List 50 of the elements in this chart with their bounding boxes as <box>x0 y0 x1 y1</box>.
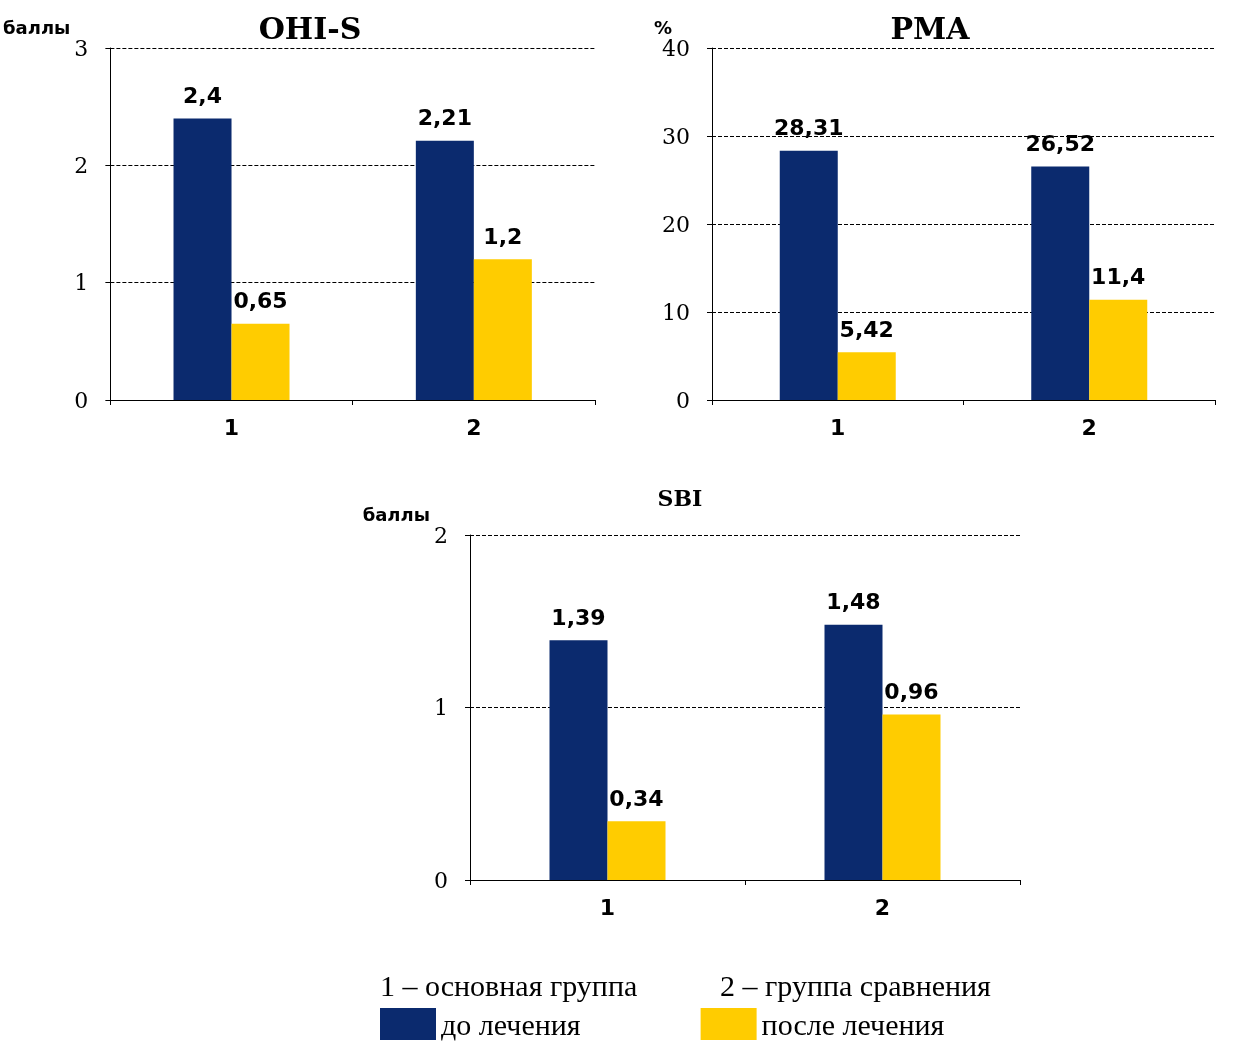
data-label: 1,48 <box>826 589 881 615</box>
data-label: 11,4 <box>1091 264 1146 290</box>
x-tick-label: 2 <box>1081 414 1097 440</box>
y-tick-label: 0 <box>434 867 448 893</box>
data-label: 0,34 <box>609 785 664 811</box>
bar <box>173 118 232 400</box>
data-label: 1,2 <box>483 223 523 249</box>
y-tick-label: 0 <box>676 387 690 413</box>
x-tick-label: 1 <box>830 414 846 440</box>
data-label: 28,31 <box>773 115 844 141</box>
data-label: 0,65 <box>233 288 288 314</box>
y-axis-title: баллы <box>362 503 430 525</box>
y-tick-label: 1 <box>434 695 448 720</box>
x-tick-label: 2 <box>466 414 482 440</box>
bar <box>231 323 290 400</box>
data-label: 2,21 <box>417 105 472 131</box>
y-tick-label: 10 <box>662 299 690 325</box>
bar <box>882 714 941 880</box>
x-tick-label: 1 <box>223 414 240 440</box>
legend-label: до лечения <box>441 1007 581 1041</box>
bar <box>1031 166 1090 400</box>
y-tick-label: 3 <box>74 35 89 61</box>
text: 2 – группа сравнения <box>720 968 992 1002</box>
legend-label: после лечения <box>761 1007 945 1041</box>
bar <box>607 821 666 880</box>
y-tick-label: 30 <box>662 123 690 149</box>
data-label: 0,96 <box>884 678 939 704</box>
bar <box>1089 299 1148 400</box>
data-label: 1,39 <box>551 604 606 630</box>
text: 1 – основная группа <box>380 968 638 1002</box>
data-label: 2,4 <box>183 82 223 108</box>
bar <box>837 352 896 400</box>
y-tick-label: 2 <box>434 522 448 548</box>
bar <box>415 140 474 400</box>
y-axis-title: % <box>653 16 672 38</box>
y-tick-label: 0 <box>74 387 89 413</box>
y-tick-label: 1 <box>74 270 89 296</box>
data-label: 26,52 <box>1025 131 1096 157</box>
data-label: 5,42 <box>839 316 894 342</box>
chart-title: OHI-S <box>258 10 362 46</box>
y-tick-label: 40 <box>662 35 690 61</box>
bar <box>473 259 532 400</box>
y-tick-label: 20 <box>662 211 690 237</box>
bar <box>549 640 608 880</box>
chart-title: SBI <box>657 485 703 511</box>
y-tick-label: 2 <box>74 152 89 178</box>
chart-title: PMA <box>890 10 971 46</box>
bar <box>824 624 883 880</box>
bar <box>779 150 838 400</box>
y-axis-title: баллы <box>3 16 71 38</box>
